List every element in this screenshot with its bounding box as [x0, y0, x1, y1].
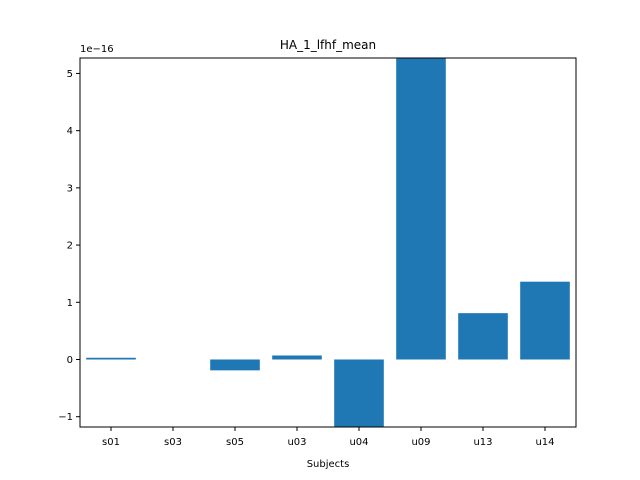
y-tick-label: −1	[58, 412, 73, 423]
y-tick-label: 3	[67, 183, 73, 194]
bar-u13	[458, 313, 508, 360]
x-tick-label-u04: u04	[349, 437, 368, 448]
x-tick-label-s01: s01	[102, 437, 120, 448]
y-tick-label: 1	[67, 298, 73, 309]
x-tick-label-u14: u14	[535, 437, 554, 448]
bar-s01	[86, 357, 136, 360]
x-tick-label-u03: u03	[287, 437, 306, 448]
y-tick-label: 2	[67, 241, 73, 252]
x-tick-label-s05: s05	[226, 437, 244, 448]
y-offset-label: 1e−16	[80, 44, 114, 55]
x-tick-label-s03: s03	[164, 437, 182, 448]
bar-u03	[272, 355, 322, 360]
bar-u04	[334, 359, 384, 427]
x-axis-label: Subjects	[307, 459, 350, 470]
bar-s05	[210, 359, 260, 371]
bar-u14	[520, 281, 570, 360]
bar-u09	[396, 58, 446, 360]
y-axis: −1 0 1 2 3 4 5	[58, 69, 80, 423]
y-tick-label: 0	[67, 355, 73, 366]
chart-title: HA_1_lfhf_mean	[280, 38, 376, 52]
plot-frame	[79, 57, 577, 428]
x-tick-label-u09: u09	[411, 437, 430, 448]
x-tick-label-u13: u13	[473, 437, 492, 448]
bars-group	[86, 58, 570, 427]
y-tick-label: 5	[67, 69, 73, 80]
x-axis: s01 s03 s05 u03 u04 u09 u13 u14	[102, 427, 555, 448]
y-tick-label: 4	[67, 126, 73, 137]
